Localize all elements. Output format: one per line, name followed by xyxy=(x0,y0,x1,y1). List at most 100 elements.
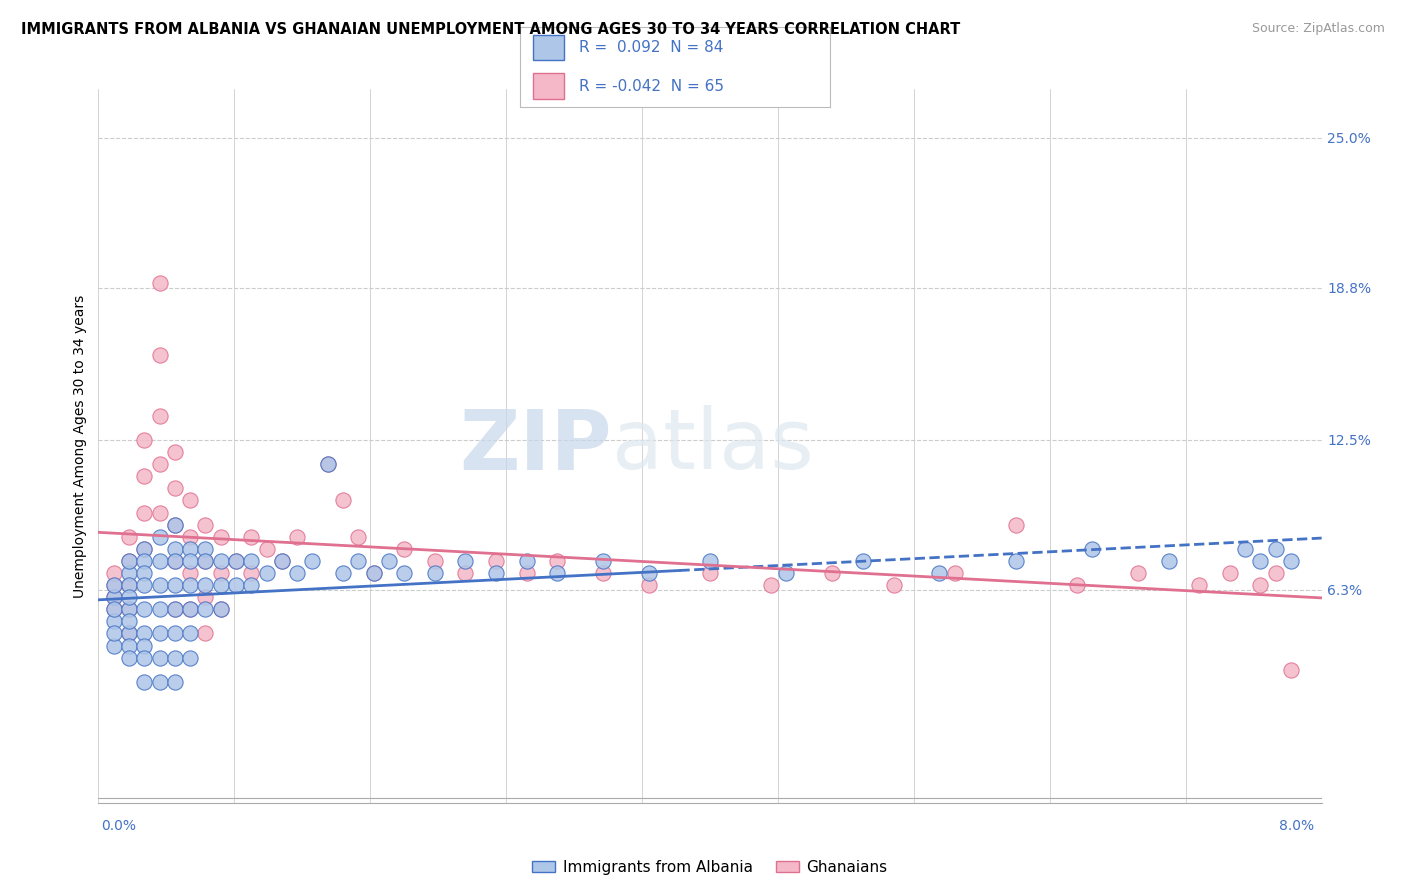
Point xyxy=(149,276,172,290)
Point xyxy=(256,566,278,580)
Point xyxy=(516,566,538,580)
Point xyxy=(118,590,141,604)
Point xyxy=(423,554,446,568)
Point xyxy=(1066,578,1088,592)
Point xyxy=(194,626,217,640)
Text: R =  0.092  N = 84: R = 0.092 N = 84 xyxy=(579,40,723,55)
Point xyxy=(149,530,172,544)
Point xyxy=(485,554,508,568)
Point xyxy=(134,541,156,556)
Text: IMMIGRANTS FROM ALBANIA VS GHANAIAN UNEMPLOYMENT AMONG AGES 30 TO 34 YEARS CORRE: IMMIGRANTS FROM ALBANIA VS GHANAIAN UNEM… xyxy=(21,22,960,37)
Point xyxy=(883,578,905,592)
Point xyxy=(347,554,370,568)
Point xyxy=(118,650,141,665)
Point xyxy=(163,481,186,495)
Point xyxy=(134,650,156,665)
Point xyxy=(240,530,263,544)
Point xyxy=(134,639,156,653)
Point xyxy=(1157,554,1180,568)
Point xyxy=(134,554,156,568)
Point xyxy=(118,615,141,629)
Point xyxy=(928,566,950,580)
Point xyxy=(118,639,141,653)
Point xyxy=(392,541,416,556)
Point xyxy=(1004,517,1026,532)
Point xyxy=(301,554,323,568)
Point xyxy=(179,566,201,580)
Text: 8.0%: 8.0% xyxy=(1279,819,1315,832)
Point xyxy=(392,566,416,580)
Point xyxy=(209,530,232,544)
Point xyxy=(149,626,172,640)
Point xyxy=(592,566,614,580)
Point xyxy=(209,566,232,580)
Point xyxy=(1219,566,1241,580)
Point xyxy=(592,554,614,568)
Point xyxy=(134,469,156,483)
Point xyxy=(194,554,217,568)
Point xyxy=(179,578,201,592)
Text: R = -0.042  N = 65: R = -0.042 N = 65 xyxy=(579,78,724,94)
Point xyxy=(1128,566,1150,580)
Point xyxy=(363,566,385,580)
Point xyxy=(179,650,201,665)
Point xyxy=(1279,554,1302,568)
Point xyxy=(103,590,125,604)
Point xyxy=(1081,541,1104,556)
Point xyxy=(759,578,782,592)
Point xyxy=(134,506,156,520)
Point xyxy=(1188,578,1211,592)
Point xyxy=(821,566,844,580)
Point xyxy=(118,602,141,616)
Point xyxy=(1279,663,1302,677)
Point xyxy=(316,457,339,471)
Point xyxy=(163,602,186,616)
Point xyxy=(179,626,201,640)
Point xyxy=(637,566,661,580)
Point xyxy=(240,578,263,592)
Point xyxy=(118,578,141,592)
Point xyxy=(209,602,232,616)
Point xyxy=(775,566,797,580)
Text: atlas: atlas xyxy=(612,406,814,486)
Point xyxy=(699,566,721,580)
Point xyxy=(209,578,232,592)
Point xyxy=(163,554,186,568)
Point xyxy=(378,554,401,568)
Point xyxy=(454,554,477,568)
Point xyxy=(118,626,141,640)
Point xyxy=(332,493,354,508)
Point xyxy=(637,578,661,592)
Point xyxy=(225,578,247,592)
Point xyxy=(194,554,217,568)
Point xyxy=(209,554,232,568)
Point xyxy=(149,650,172,665)
Point xyxy=(852,554,875,568)
Point xyxy=(134,674,156,689)
Point xyxy=(316,457,339,471)
Point xyxy=(103,590,125,604)
Point xyxy=(163,517,186,532)
Point xyxy=(423,566,446,580)
Point xyxy=(103,602,125,616)
Point xyxy=(134,566,156,580)
Point xyxy=(179,493,201,508)
Point xyxy=(149,674,172,689)
Point xyxy=(332,566,354,580)
Point xyxy=(285,530,308,544)
Point xyxy=(179,530,201,544)
Point xyxy=(347,530,370,544)
Point xyxy=(163,578,186,592)
Point xyxy=(149,506,172,520)
Point xyxy=(516,554,538,568)
Point xyxy=(163,517,186,532)
Point xyxy=(163,674,186,689)
Point xyxy=(163,650,186,665)
Point xyxy=(149,554,172,568)
Point xyxy=(1234,541,1257,556)
Point xyxy=(103,566,125,580)
Point xyxy=(240,566,263,580)
Point xyxy=(256,541,278,556)
Y-axis label: Unemployment Among Ages 30 to 34 years: Unemployment Among Ages 30 to 34 years xyxy=(73,294,87,598)
Point xyxy=(118,602,141,616)
